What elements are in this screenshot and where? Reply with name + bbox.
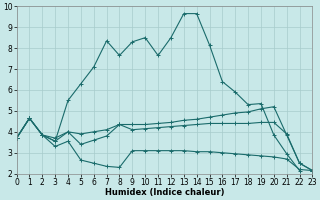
X-axis label: Humidex (Indice chaleur): Humidex (Indice chaleur) [105, 188, 224, 197]
